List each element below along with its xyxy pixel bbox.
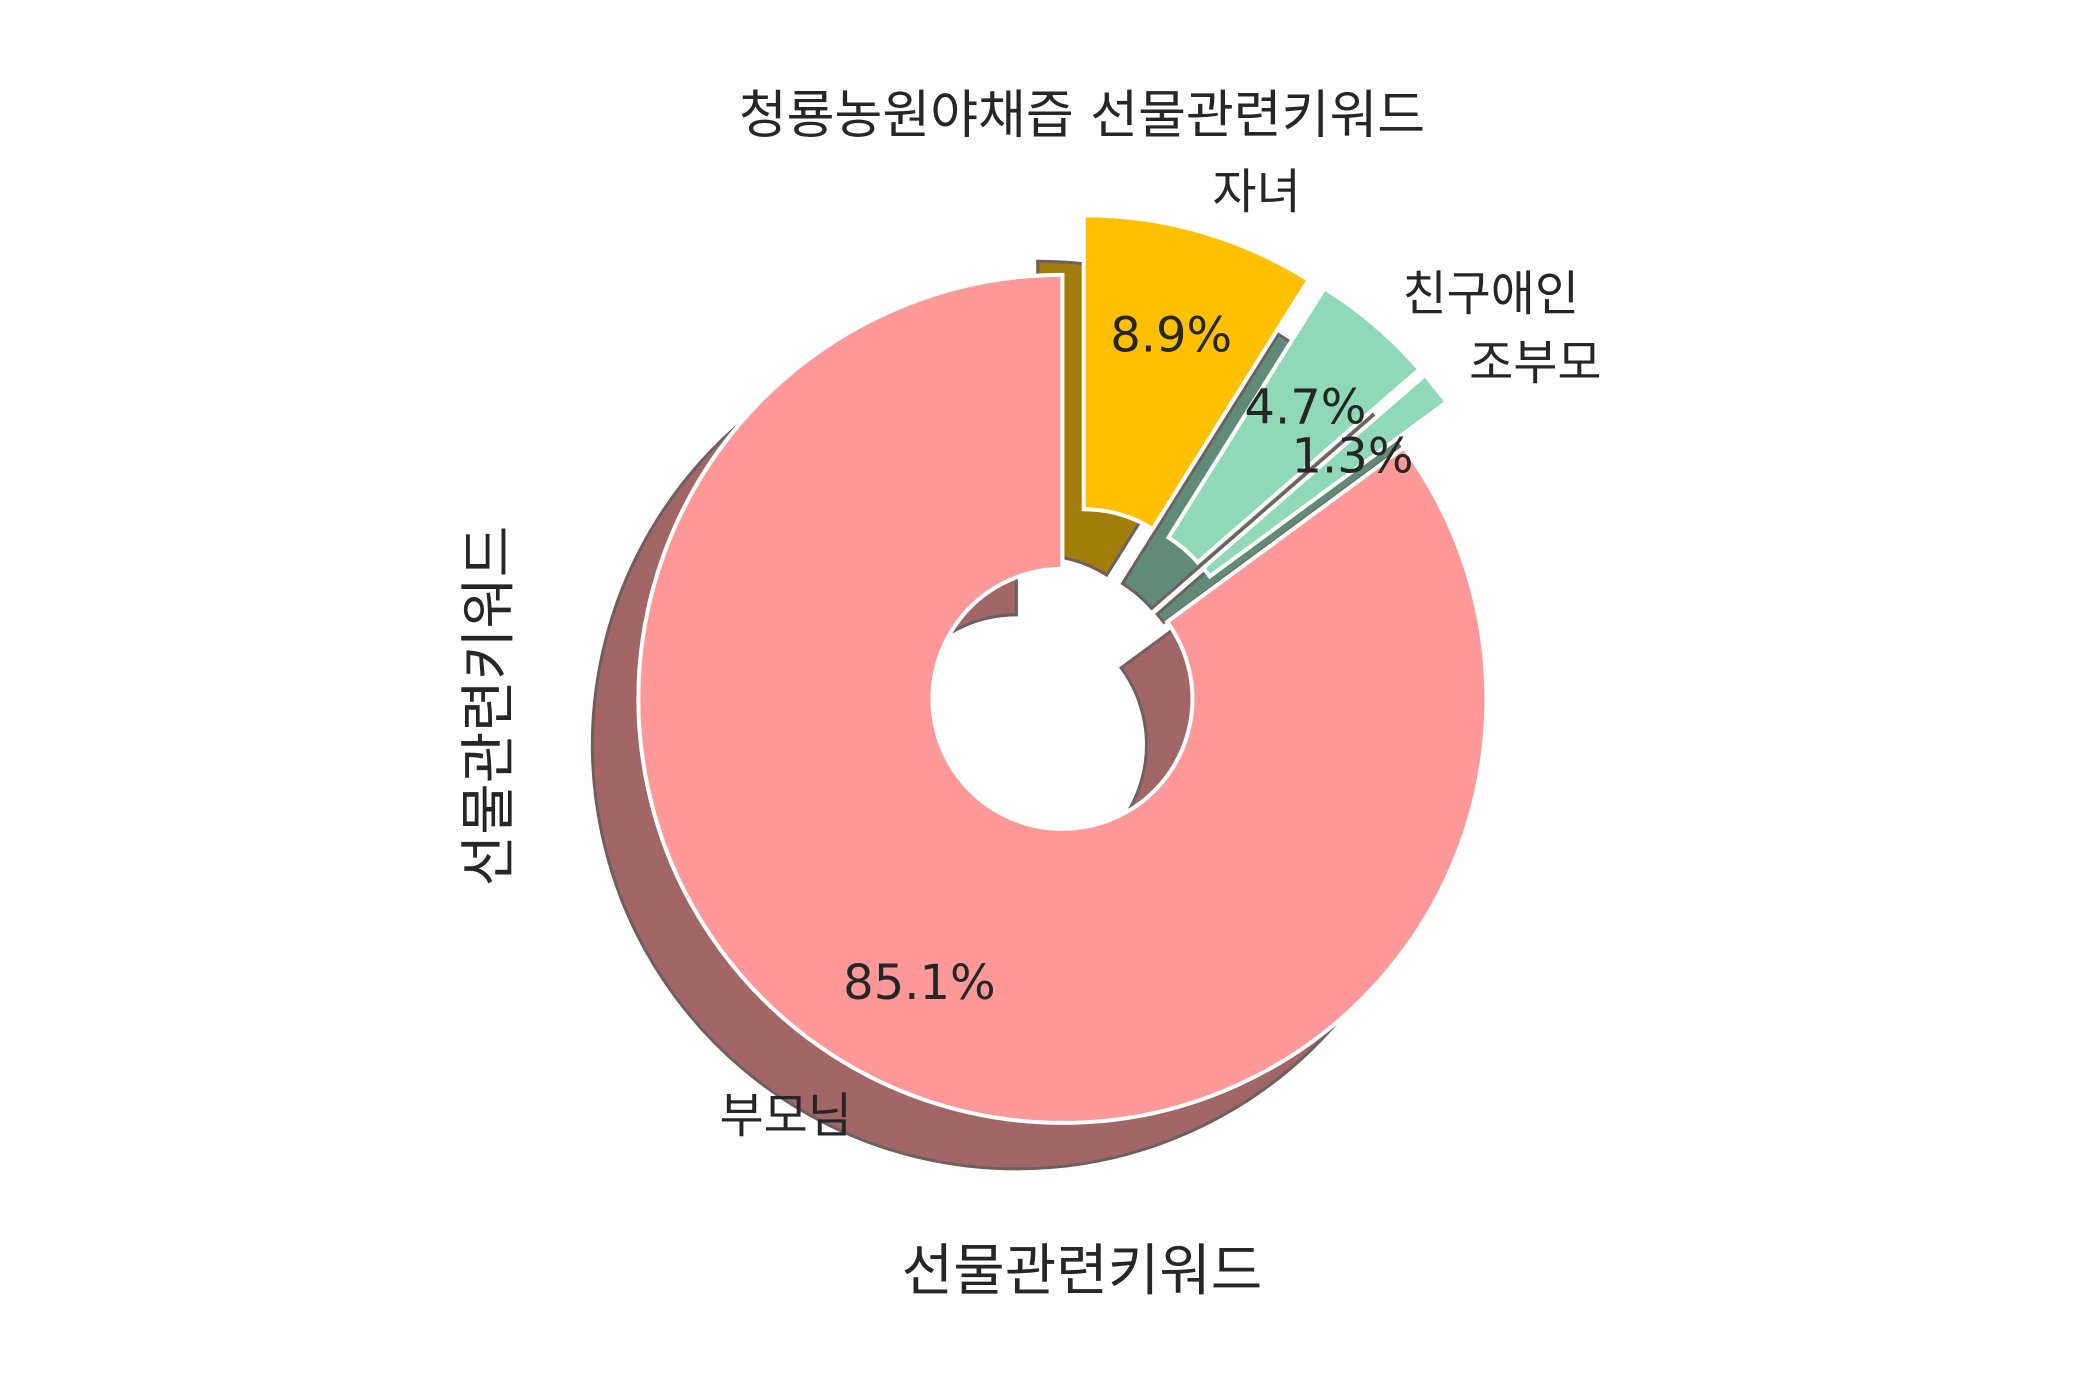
category-label-1: 조부모 [1469,335,1601,391]
pct-label-0: 85.1% [843,955,995,1011]
category-label-3: 자녀 [1212,164,1300,220]
chart-title: 청룡농원야채즙 선물관련키워드 [739,86,1425,146]
category-label-2: 친구애인 [1402,266,1579,322]
slice-labels: 85.1% 부모님 1.3% 조부모 4.7% 친구애인 8.9% 자녀 [720,164,1602,1144]
pie-slice-3 [1081,213,1312,532]
x-axis-label: 선물관련키워드 [902,1239,1263,1304]
pie-slice-2 [1165,285,1423,566]
pie-slices [636,213,1489,1125]
pct-label-2: 4.7% [1244,380,1366,436]
pie-slice-1 [1200,372,1450,580]
y-axis-label: 선물관련키워드 [457,526,522,887]
pct-label-1: 1.3% [1292,428,1414,484]
category-label-0: 부모님 [720,1088,852,1144]
pie-slice-0 [636,272,1489,1125]
pct-label-3: 8.9% [1110,308,1232,364]
